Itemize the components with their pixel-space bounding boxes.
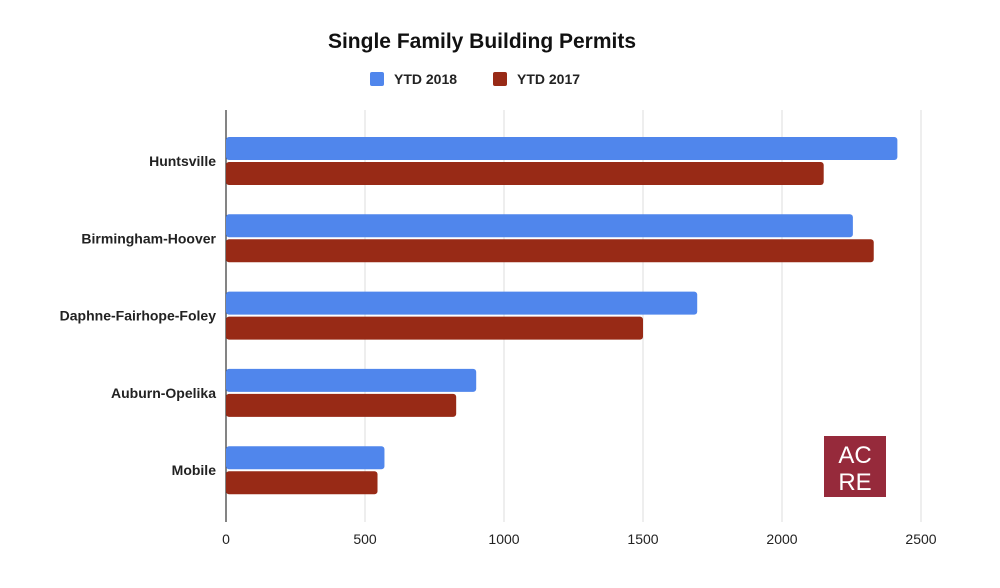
acre-logo: AC RE [824,436,886,497]
bar-ytd-2017 [226,471,378,495]
x-tick-label: 2500 [905,531,936,547]
bar-ytd-2017 [226,162,824,185]
bar-ytd-2018 [226,214,853,238]
legend-label: YTD 2017 [517,71,580,87]
x-tick-label: 500 [353,531,377,547]
category-label: Daphne-Fairhope-Foley [60,308,217,324]
bar-ytd-2018 [226,368,477,392]
logo-text-2: RE [838,469,871,496]
bar-ytd-2017 [226,316,643,340]
category-label: Birmingham-Hoover [81,230,216,246]
legend: YTD 2018 YTD 2017 [370,71,580,87]
category-label: Auburn-Opelika [111,385,216,401]
bar-ytd-2018 [226,291,698,315]
x-tick-label: 0 [222,531,230,547]
bar-ytd-2017 [226,393,457,417]
x-tick-label: 1500 [627,531,658,547]
bar-ytd-2018 [226,446,385,470]
x-tick-label: 2000 [766,531,797,547]
logo-text-1: AC [838,442,871,469]
category-label: Huntsville [149,153,216,169]
logo-box [824,436,886,497]
x-tick-label: 1000 [488,531,519,547]
legend-swatch [493,72,507,86]
chart-title: Single Family Building Permits [328,30,636,53]
legend-swatch [370,72,384,86]
bar-ytd-2017 [226,239,874,263]
category-label: Mobile [172,462,217,478]
bar-ytd-2018 [226,137,898,160]
legend-label: YTD 2018 [394,71,457,87]
